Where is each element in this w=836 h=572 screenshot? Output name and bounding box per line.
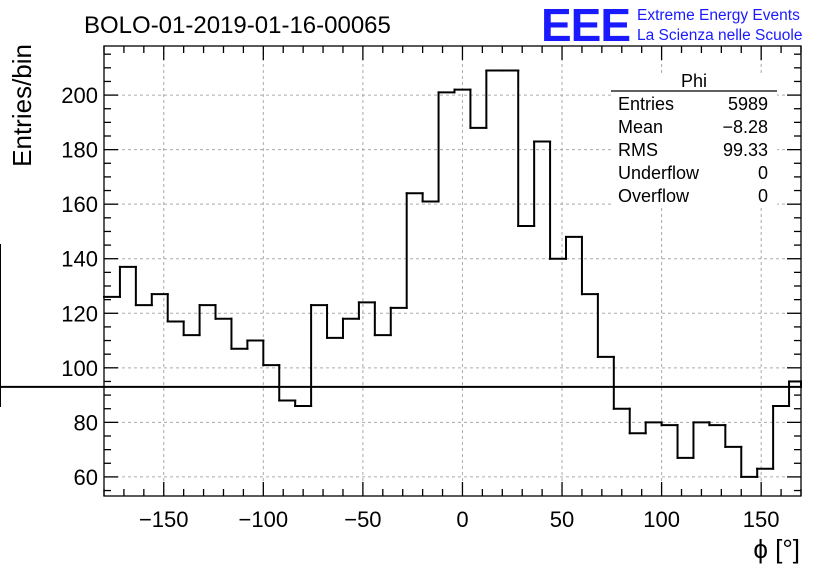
stats-value-rms: 99.33 — [723, 140, 768, 160]
x-tick-label: −100 — [239, 507, 289, 532]
stats-value-overflow: 0 — [758, 186, 768, 206]
y-tick-label: 120 — [61, 301, 98, 326]
x-axis-label: ϕ [°] — [753, 534, 800, 564]
stats-label-underflow: Underflow — [618, 163, 700, 183]
y-tick-label: 80 — [74, 410, 98, 435]
stats-label-mean: Mean — [618, 117, 663, 137]
y-tick-label: 200 — [61, 83, 98, 108]
plot-frame — [103, 45, 802, 497]
stats-label-entries: Entries — [618, 94, 674, 114]
stats-value-mean: −8.28 — [722, 117, 768, 137]
x-tick-label: −50 — [344, 507, 381, 532]
x-tick-label: 150 — [743, 507, 780, 532]
y-tick-label: 60 — [74, 465, 98, 490]
chart-title: BOLO-01-2019-01-16-00065 — [84, 12, 391, 39]
stats-value-entries: 5989 — [728, 94, 768, 114]
logo-line-2: La Scienza nelle Scuole — [637, 27, 802, 44]
stats-box-title: Phi — [681, 71, 707, 91]
x-tick-label: 0 — [456, 507, 468, 532]
eee-logo: EEE — [541, 0, 630, 51]
stats-label-overflow: Overflow — [618, 186, 690, 206]
logo-line-1: Extreme Energy Events — [637, 7, 800, 24]
stats-label-rms: RMS — [618, 140, 658, 160]
stats-box: Phi Entries 5989 Mean −8.28 RMS 99.33 Un… — [611, 71, 777, 206]
stats-value-underflow: 0 — [758, 163, 768, 183]
y-tick-label: 140 — [61, 247, 98, 272]
x-tick-label: 100 — [643, 507, 680, 532]
histogram-steps — [0, 69, 802, 478]
axis-ticks — [103, 46, 802, 496]
y-axis-label: Entries/bin — [7, 44, 37, 167]
y-tick-label: 100 — [61, 356, 98, 381]
x-tick-label: 50 — [550, 507, 574, 532]
y-tick-label: 180 — [61, 138, 98, 163]
tick-labels: −150 −100 −50 0 50 100 150 60 80 100 120 140 160 180 2… — [61, 83, 779, 532]
y-tick-label: 160 — [61, 192, 98, 217]
x-tick-label: −150 — [139, 507, 189, 532]
